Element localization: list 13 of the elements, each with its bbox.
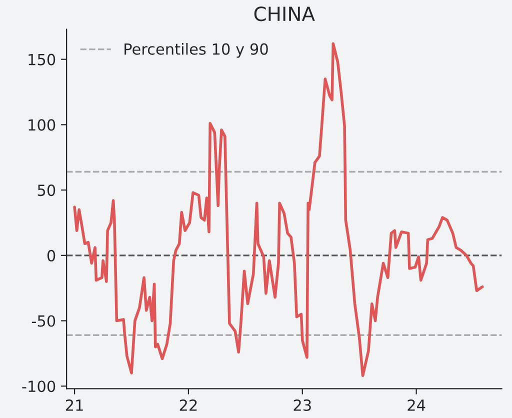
x-tick-label: 23 — [294, 399, 311, 411]
x-tick-label: 21 — [66, 399, 83, 411]
y-tick-label: 50 — [38, 184, 56, 196]
y-tick-label: 100 — [28, 119, 56, 131]
legend-label: Percentiles 10 y 90 — [124, 43, 268, 58]
y-tick-label: -100 — [22, 380, 56, 392]
y-tick-label: -50 — [32, 315, 56, 327]
line-series — [73, 42, 484, 378]
x-tick-label: 24 — [408, 399, 426, 411]
chart-title: CHINA — [254, 6, 315, 22]
y-tick-label: 0 — [47, 250, 56, 262]
y-tick-label: 150 — [28, 54, 56, 66]
x-tick-label: 22 — [180, 399, 197, 411]
